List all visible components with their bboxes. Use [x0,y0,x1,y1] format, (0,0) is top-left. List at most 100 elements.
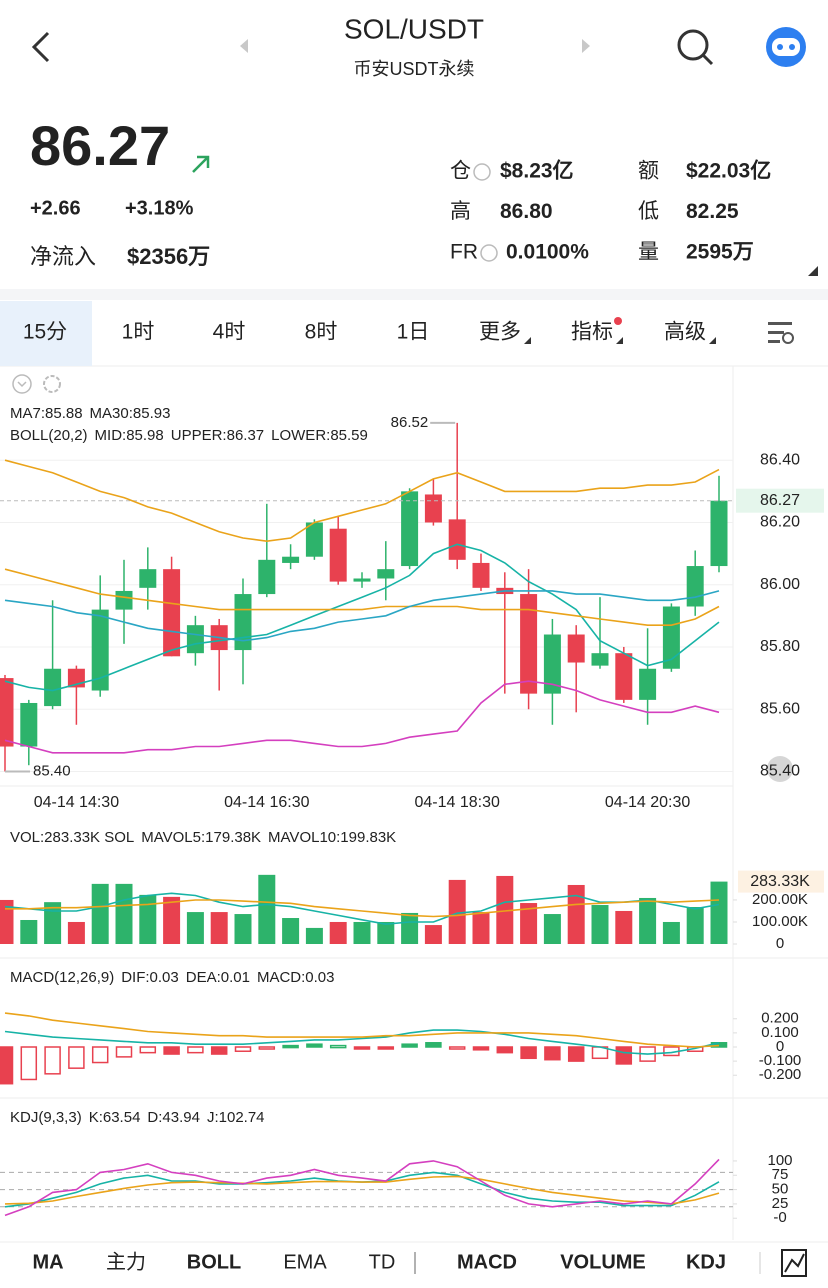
volume-bar [305,927,323,944]
interval-tab[interactable]: 高级 [664,321,706,344]
indicator-tab[interactable]: 主力 [106,1250,146,1273]
candle-body [448,519,466,560]
macd-bar [163,1046,180,1055]
stat-label: FR [450,241,478,264]
interval-tab[interactable]: 1日 [397,321,430,344]
y-tick-label: 25 [772,1195,789,1212]
volume-bar [115,883,133,944]
indicator-tab[interactable]: MACD [457,1251,517,1273]
candle-body [686,566,704,607]
candle-body [639,668,657,700]
macd-bar [187,1046,204,1054]
indicator-tab[interactable]: EMA [283,1251,327,1273]
draw-tool-icon[interactable] [781,1249,807,1277]
price-change: +2.66 [30,197,81,219]
volume-bar [91,883,109,944]
interval-tab[interactable]: 15分 [23,321,67,344]
series-line [4,568,720,626]
macd-bar [544,1046,561,1061]
series-line [5,899,720,918]
macd-bar [115,1046,133,1058]
settings-icon[interactable] [43,375,61,393]
candle-body [305,522,323,557]
candle-body [662,606,680,669]
x-tick-label: 04-14 14:30 [34,794,120,811]
prev-arrow[interactable] [240,39,248,53]
macd-bar [139,1046,157,1054]
indicator-tab[interactable]: BOLL [187,1251,241,1273]
interval-tab[interactable]: 指标 [571,321,613,344]
macd-bar [20,1046,38,1081]
tab-highlight [0,301,92,366]
volume-bar [210,912,228,944]
series-line [4,459,720,543]
indicator-tab[interactable]: TD [369,1251,396,1273]
indicator-tab[interactable]: MA [32,1251,63,1273]
y-tick-label: 86.40 [760,451,800,468]
indicator-tab[interactable]: VOLUME [560,1251,646,1273]
back-button[interactable] [31,31,50,63]
series-line [4,680,720,754]
y-tick-label: 75 [772,1166,789,1183]
macd-bar [329,1044,347,1049]
volume-bar [0,899,14,944]
volume-bar [186,912,204,944]
macd-bar [401,1043,418,1048]
expand-corner[interactable] [808,266,818,276]
dropdown-caret [524,337,531,344]
collapse-icon[interactable] [12,374,32,394]
y-tick-label: 86.00 [760,576,800,593]
interval-tab[interactable]: 1时 [122,321,155,344]
macd-bar [68,1046,85,1069]
legend-entry: MACD:0.03 [257,969,335,986]
search-button[interactable] [677,29,714,66]
legend-entry: MAVOL5:179.38K [141,829,261,846]
interval-tab[interactable]: 4时 [213,321,246,344]
dropdown-caret [709,337,716,344]
indicator-tab[interactable]: KDJ [686,1251,726,1273]
chart-settings-icon [768,340,780,343]
legend-entry: J:102.74 [207,1109,265,1126]
candle-body [234,594,252,651]
stat-label: 低 [638,200,659,223]
volume-bar [472,912,490,944]
y-tick-label: 100.00K [752,913,808,930]
volume-bar [448,879,466,944]
reset-icon[interactable] [767,756,793,782]
volume-bar [591,905,609,944]
volume-bar [163,896,181,944]
legend-entry: MA30:85.93 [90,405,171,422]
y-tick-label: -0.100 [759,1052,802,1069]
volume-bar [67,921,85,944]
avatar-icon [777,44,783,50]
stat-value: 82.25 [686,200,739,223]
macd-bar [520,1046,537,1060]
y-tick-label: 0 [776,935,784,952]
volume-bar [520,903,538,944]
volume-bar [424,925,442,944]
avatar[interactable] [766,27,806,67]
stat-value: $22.03亿 [686,159,771,183]
series-line [4,1029,720,1055]
volume-bar [282,918,300,944]
interval-tab[interactable]: 更多 [479,321,521,344]
y-tick-label: 85.60 [760,700,800,717]
indicator-title: BOLL(20,2) [10,427,88,444]
volume-bar [686,907,704,944]
candle-body [353,578,371,582]
candle-body [20,702,38,747]
y-tick-label: 85.40 [760,763,800,780]
interval-tab[interactable]: 8时 [305,321,338,344]
next-arrow[interactable] [582,39,590,53]
volume-bar [710,881,728,944]
y-tick-label: 86.20 [760,514,800,531]
stat-value: 0.0100% [506,241,589,264]
candle-body [44,668,62,707]
candle-body [424,494,442,523]
x-tick-label: 04-14 16:30 [224,794,310,811]
chart-settings-icon[interactable] [768,322,792,325]
legend-entry: MA7:85.88 [10,405,83,422]
legend-entry: DIF:0.03 [121,969,179,986]
